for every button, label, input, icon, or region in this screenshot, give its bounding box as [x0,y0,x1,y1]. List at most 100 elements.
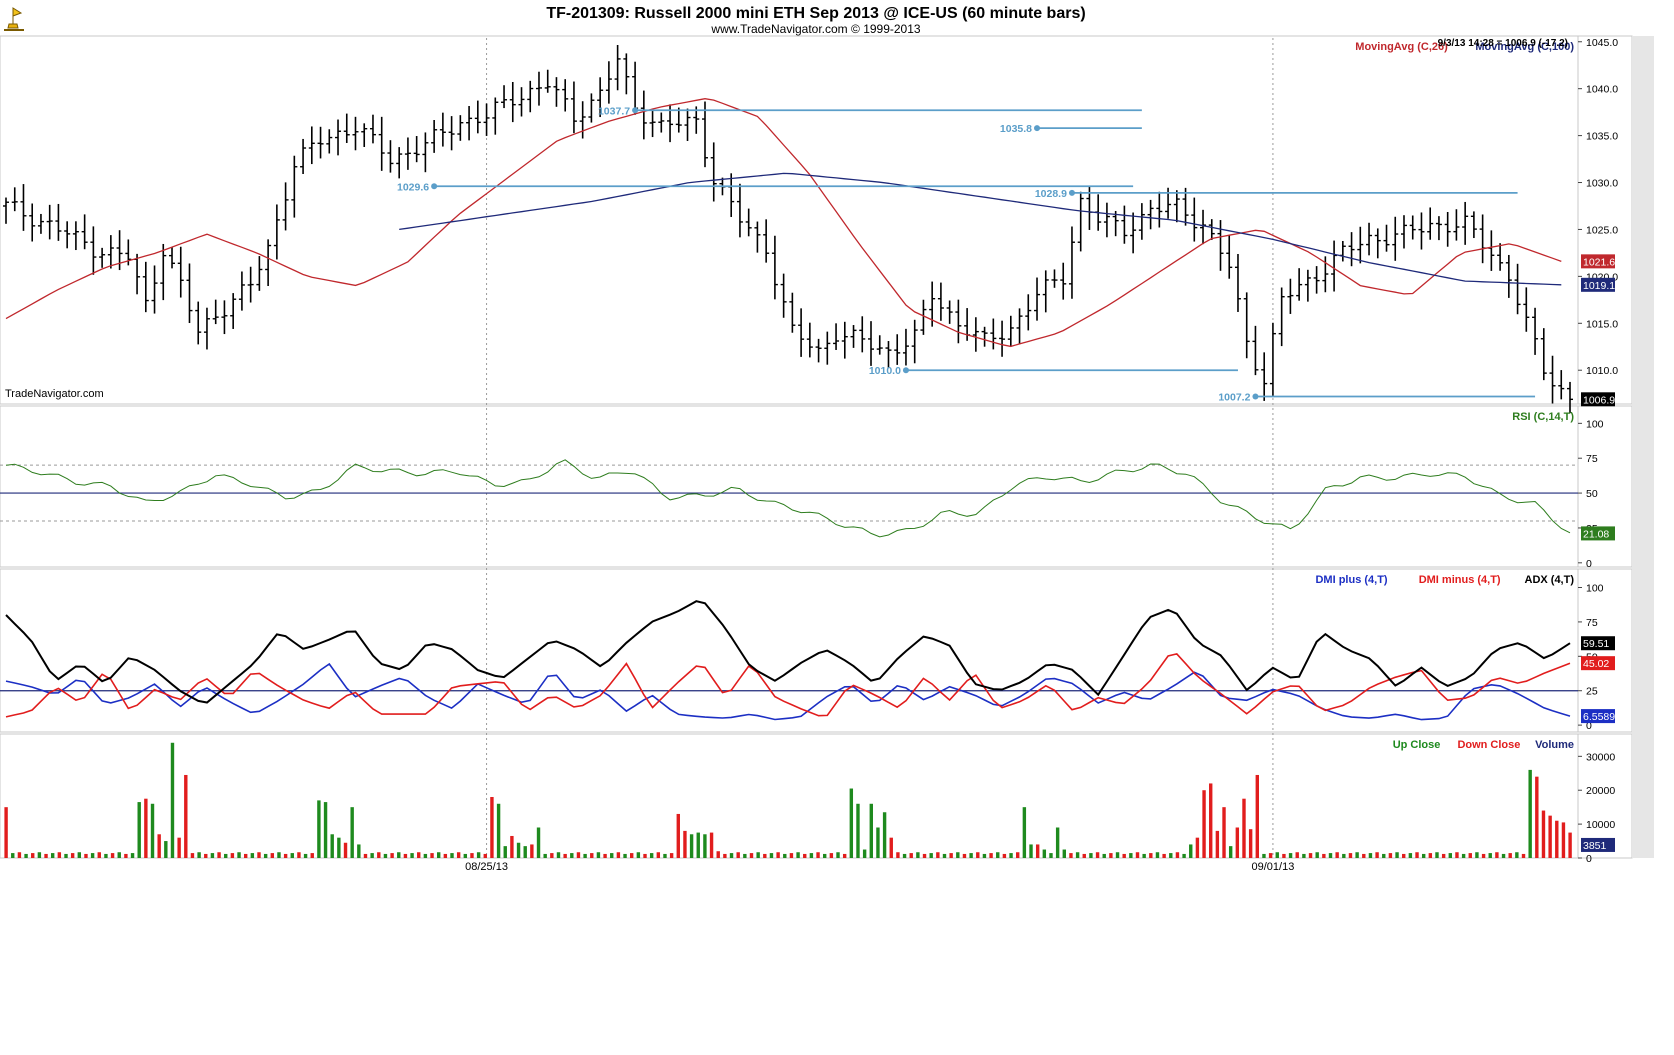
volume-bar [902,853,907,858]
logo-icon [0,0,36,36]
volume-bar [1135,852,1140,858]
volume-bar [882,812,887,858]
volume-bar [1202,790,1206,858]
volume-bar [816,852,820,858]
volume-bar [749,853,754,858]
volume-bar [630,853,634,858]
volume-bar [1421,853,1426,858]
volume-bar [117,852,121,858]
volume-bar [24,853,28,858]
volume-bar [104,853,108,858]
legend-2-1: DMI minus (4,T) [1419,574,1501,586]
volume-bar [1235,827,1240,858]
volume-bar [896,852,900,858]
volume-bar [922,853,927,858]
date-label-1: 09/01/13 [1252,861,1295,873]
price-bars [3,44,1573,414]
volume-bar [969,853,973,858]
volume-bar [1535,776,1539,858]
volume-bar [230,853,235,858]
volume-bar [450,853,454,858]
volume-bar [796,852,800,858]
value-tag-label-0-1: 1019.1 [1583,280,1615,292]
volume-bar [1022,807,1027,858]
panel-frame-1 [0,405,1633,568]
volume-bar [1062,849,1066,858]
volume-bar [962,853,967,858]
volume-bar [483,853,487,858]
volume-bar [1002,853,1007,858]
dmi-plus-line [5,662,1571,721]
volume-bar [423,853,428,858]
volume-bar [656,852,661,858]
ytick-label-1-1: 75 [1586,453,1598,465]
ytick-label-0-2: 1035.0 [1586,131,1618,143]
volume-bar [809,853,814,858]
volume-bar [1435,852,1439,858]
legend-3-0: Up Close [1393,739,1441,751]
level-label-1: 1035.8 [1000,123,1032,135]
volume-bar [1215,830,1220,858]
volume-bar [410,853,414,858]
volume-bar [510,835,514,858]
volume-bar [110,853,115,858]
volume-bar [170,742,175,858]
volume-bar [1382,853,1386,858]
volume-bar [1348,853,1353,858]
value-tag-0-1 [1581,277,1615,292]
volume-bar [70,853,75,858]
volume-bar [263,853,268,858]
volume-bar [1481,853,1486,858]
volume-bar [363,853,368,858]
volume-bar [1468,853,1472,858]
volume-bar [763,853,767,858]
volume-bar [1242,798,1246,858]
volume-bar [1035,844,1040,858]
volume-bar [1355,852,1359,858]
level-label-4: 1010.0 [869,365,901,377]
volume-bar [1029,844,1033,858]
volume-bar [982,853,987,858]
volume-bar [1441,853,1446,858]
volume-bar [57,852,62,858]
volume-bar [164,841,168,858]
ytick-label-0-0: 1045.0 [1586,37,1618,49]
volume-bar [496,803,501,858]
level-dot-2 [431,183,438,190]
volume-bar [696,832,700,858]
volume-bar [949,853,953,858]
volume-bar [1448,853,1453,858]
volume-bar [1541,810,1546,858]
volume-bar [1222,807,1226,858]
volume-bar [330,834,334,858]
volume-bar [37,852,42,858]
volume-bar [1162,853,1166,858]
volume-bar [729,853,734,858]
volume-bar [204,853,208,858]
ytick-label-2-0: 100 [1586,583,1604,595]
volume-bar [357,844,361,858]
volume-bar [343,842,348,858]
volume-bar [789,853,794,858]
ytick-label-0-4: 1025.0 [1586,224,1618,236]
volume-bar [709,832,714,858]
volume-bar [470,853,474,858]
value-tag-label-0-0: 1021.6 [1583,256,1615,268]
volume-bar [503,846,507,858]
volume-bar [1328,853,1333,858]
value-tag-label-1-0: 21.08 [1583,528,1609,540]
volume-bar [829,853,834,858]
volume-bar [177,837,181,858]
volume-bar [377,852,381,858]
volume-bar [596,852,601,858]
volume-bar [929,853,933,858]
volume-bar [1255,774,1259,858]
volume-bar [1402,853,1406,858]
volume-bar [443,853,448,858]
volume-bar [303,853,308,858]
value-tag-label-2-0: 59.51 [1583,638,1609,650]
volume-bar [430,853,434,858]
volume-bar [210,853,215,858]
volume-bar [4,807,8,858]
